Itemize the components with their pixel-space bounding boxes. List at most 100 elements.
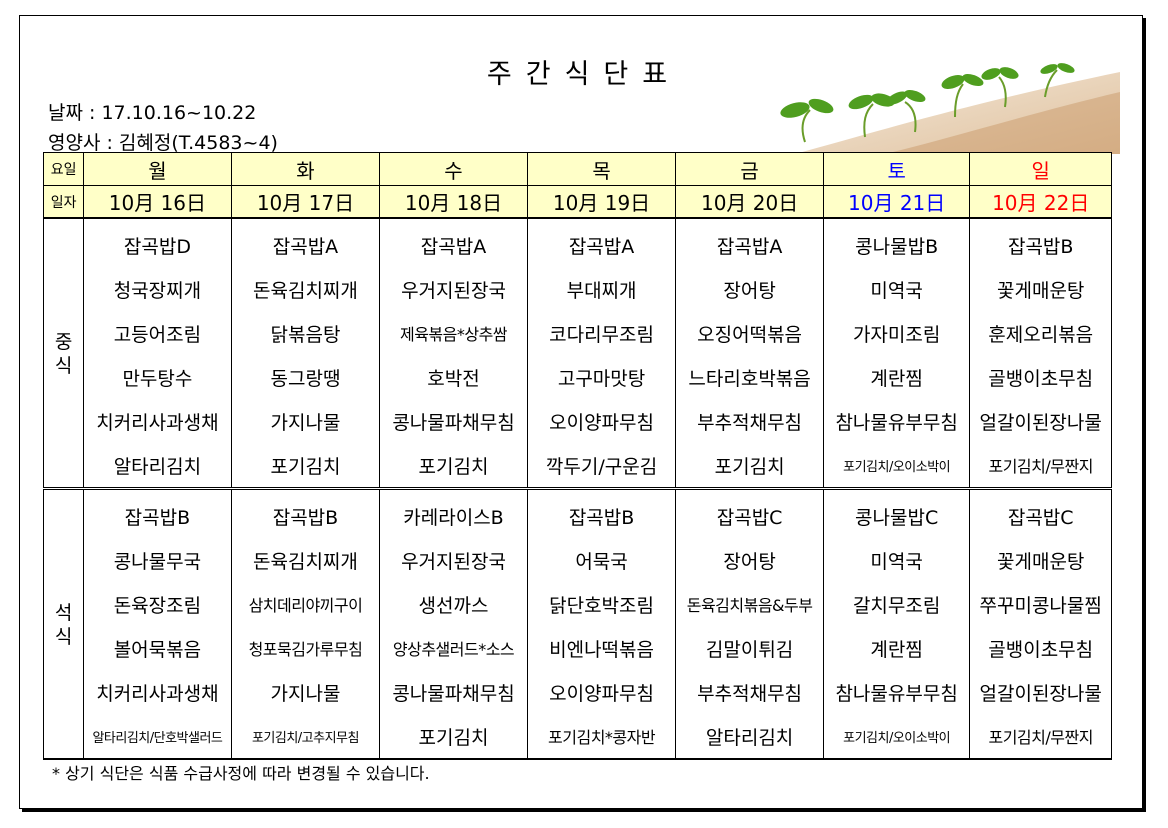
dinner-menu-item: 잡곡밥C [969, 487, 1112, 538]
dinner-row: 돈육장조림 삼치데리야끼구이 생선까스 닭단호박조림 돈육김치볶음&두부 갈치무조림 쭈꾸미… [44, 582, 1112, 626]
dinner-menu-item: 김말이튀김 [675, 626, 824, 670]
lunch-menu-item: 코다리무조림 [526, 311, 677, 355]
lunch-menu-item: 잡곡밥A [379, 217, 528, 267]
dinner-menu-item: 꽃게매운탕 [969, 538, 1112, 582]
menu-table: 요일 월 화 수 목 금 토 일 일자 10月 16日 10月 17日 10月 … [42, 152, 1112, 760]
dinner-menu-item: 양상추샐러드*소스 [379, 626, 528, 670]
lunch-menu-item: 청국장찌개 [83, 267, 232, 311]
footnote: * 상기 식단은 식품 수급사정에 따라 변경될 수 있습니다. [52, 764, 430, 783]
dinner-menu-item: 어묵국 [526, 538, 677, 582]
dinner-menu-item: 볼어묵볶음 [83, 626, 232, 670]
dinner-menu-item: 부추적채무침 [675, 670, 824, 714]
dinner-menu-item: 장어탕 [675, 538, 824, 582]
day-mon: 월 [83, 152, 232, 186]
lunch-menu-item: 가지나물 [230, 399, 381, 443]
day-label: 요일 [42, 152, 85, 186]
day-sun: 일 [969, 152, 1112, 186]
lunch-menu-item: 잡곡밥A [230, 217, 381, 267]
page-title: 주간식단표 [486, 59, 682, 90]
dinner-menu-item: 콩나물파채무침 [379, 670, 528, 714]
dinner-menu-item: 콩나물무국 [83, 538, 232, 582]
day-sat: 토 [822, 152, 971, 186]
dinner-row: 볼어묵볶음 청포묵김가루무침 양상추샐러드*소스 비엔나떡볶음 김말이튀김 계란찜 골뱅이초… [44, 626, 1112, 670]
dietitian-line: 영양사 : 김혜정(T.4583~4) [48, 132, 278, 154]
dinner-menu-item: 청포묵김가루무침 [230, 626, 381, 670]
dinner-menu-item: 잡곡밥B [526, 487, 677, 538]
lunch-row: 치커리사과생채 가지나물 콩나물파채무침 오이양파무침 부추적채무침 참나물유부무침 얼갈이… [44, 399, 1112, 443]
lunch-menu-item: 닭볶음탕 [230, 311, 381, 355]
lunch-menu-item: 포기김치/오이소박이 [822, 443, 971, 490]
lunch-menu-item: 미역국 [822, 267, 971, 311]
lunch-menu-item: 오징어떡볶음 [675, 311, 824, 355]
lunch-menu-item: 제육볶음*상추쌈 [379, 311, 528, 355]
dinner-row: 알타리김치/단호박샐러드 포기김치/고추지무침 포기김치 포기김치*콩자반 알타리김치 포… [44, 714, 1112, 760]
lunch-menu-item: 만두탕수 [83, 355, 232, 399]
dinner-menu-item: 잡곡밥B [230, 487, 381, 538]
lunch-menu-item: 우거지된장국 [379, 267, 528, 311]
lunch-menu-item: 꽃게매운탕 [969, 267, 1112, 311]
date-mon: 10月 16日 [83, 185, 232, 219]
sprouts-image [780, 63, 1120, 154]
dinner-menu-item: 돈육김치볶음&두부 [675, 582, 824, 626]
lunch-menu-item: 치커리사과생채 [83, 399, 232, 443]
lunch-menu-item: 포기김치 [379, 443, 528, 490]
lunch-menu-item: 참나물유부무침 [822, 399, 971, 443]
date-tue: 10月 17日 [230, 185, 381, 219]
dinner-menu-item: 가지나물 [230, 670, 381, 714]
day-header-row: 요일 월 화 수 목 금 토 일 [42, 152, 1112, 186]
date-wed: 10月 18日 [379, 185, 528, 219]
day-fri: 금 [675, 152, 824, 186]
dinner-menu-item: 치커리사과생채 [83, 670, 232, 714]
dinner-menu-item: 오이양파무침 [526, 670, 677, 714]
date-sun: 10月 22日 [969, 185, 1112, 219]
dinner-menu-item: 참나물유부무침 [822, 670, 971, 714]
dinner-menu-item: 미역국 [822, 538, 971, 582]
dinner-menu-item: 카레라이스B [379, 487, 528, 538]
dinner-menu-item: 포기김치/무짠지 [969, 714, 1112, 760]
dinner-menu-item: 삼치데리야끼구이 [230, 582, 381, 626]
lunch-menu-item: 호박전 [379, 355, 528, 399]
lunch-menu-item: 포기김치/무짠지 [969, 443, 1112, 490]
dinner-menu-item: 닭단호박조림 [526, 582, 677, 626]
dinner-row: 콩나물무국 돈육김치찌개 우거지된장국 어묵국 장어탕 미역국 꽃게매운탕 [44, 538, 1112, 582]
lunch-menu-item: 포기김치 [230, 443, 381, 490]
date-fri: 10月 20日 [675, 185, 824, 219]
lunch-row: 고등어조림 닭볶음탕 제육볶음*상추쌈 코다리무조림 오징어떡볶음 가자미조림 훈제오리볶음 [44, 311, 1112, 355]
lunch-menu-item: 콩나물밥B [822, 217, 971, 267]
lunch-menu-item: 돈육김치찌개 [230, 267, 381, 311]
lunch-menu-item: 포기김치 [675, 443, 824, 490]
lunch-menu-item: 부대찌개 [526, 267, 677, 311]
lunch-row: 청국장찌개 돈육김치찌개 우거지된장국 부대찌개 장어탕 미역국 꽃게매운탕 [44, 267, 1112, 311]
lunch-menu-item: 부추적채무침 [675, 399, 824, 443]
lunch-menu-item: 고구마맛탕 [526, 355, 677, 399]
lunch-menu-item: 골뱅이초무침 [969, 355, 1112, 399]
lunch-menu-item: 잡곡밥A [675, 217, 824, 267]
lunch-menu-item: 오이양파무침 [526, 399, 677, 443]
dinner-menu-item: 골뱅이초무침 [969, 626, 1112, 670]
dinner-menu-item: 알타리김치 [675, 714, 824, 760]
lunch-menu-item: 알타리김치 [83, 443, 232, 490]
lunch-menu-item: 장어탕 [675, 267, 824, 311]
dinner-menu-item: 돈육장조림 [83, 582, 232, 626]
lunch-menu-item: 동그랑땡 [230, 355, 381, 399]
dinner-menu-item: 비엔나떡볶음 [526, 626, 677, 670]
lunch-menu-item: 고등어조림 [83, 311, 232, 355]
lunch-menu-item: 계란찜 [822, 355, 971, 399]
dinner-menu-item: 쭈꾸미콩나물찜 [969, 582, 1112, 626]
lunch-menu-item: 얼갈이된장나물 [969, 399, 1112, 443]
lunch-menu-item: 느타리호박볶음 [675, 355, 824, 399]
lunch-row: 중 식 잡곡밥D 잡곡밥A 잡곡밥A 잡곡밥A 잡곡밥A 콩나물밥B 잡곡밥B [42, 217, 1112, 490]
dinner-menu-item: 잡곡밥C [675, 487, 824, 538]
date-thu: 10月 19日 [526, 185, 677, 219]
dinner-menu-item: 잡곡밥B [83, 487, 232, 538]
lunch-menu-item: 잡곡밥D [83, 217, 232, 267]
dinner-menu-item: 갈치무조림 [822, 582, 971, 626]
dinner-menu-item: 포기김치/오이소박이 [822, 714, 971, 760]
date-header-row: 일자 10月 16日 10月 17日 10月 18日 10月 19日 10月 2… [42, 185, 1112, 219]
day-tue: 화 [230, 152, 381, 186]
day-wed: 수 [379, 152, 528, 186]
lunch-row: 만두탕수 동그랑땡 호박전 고구마맛탕 느타리호박볶음 계란찜 골뱅이초무침 [44, 355, 1112, 399]
dinner-menu-item: 포기김치*콩자반 [526, 714, 677, 760]
